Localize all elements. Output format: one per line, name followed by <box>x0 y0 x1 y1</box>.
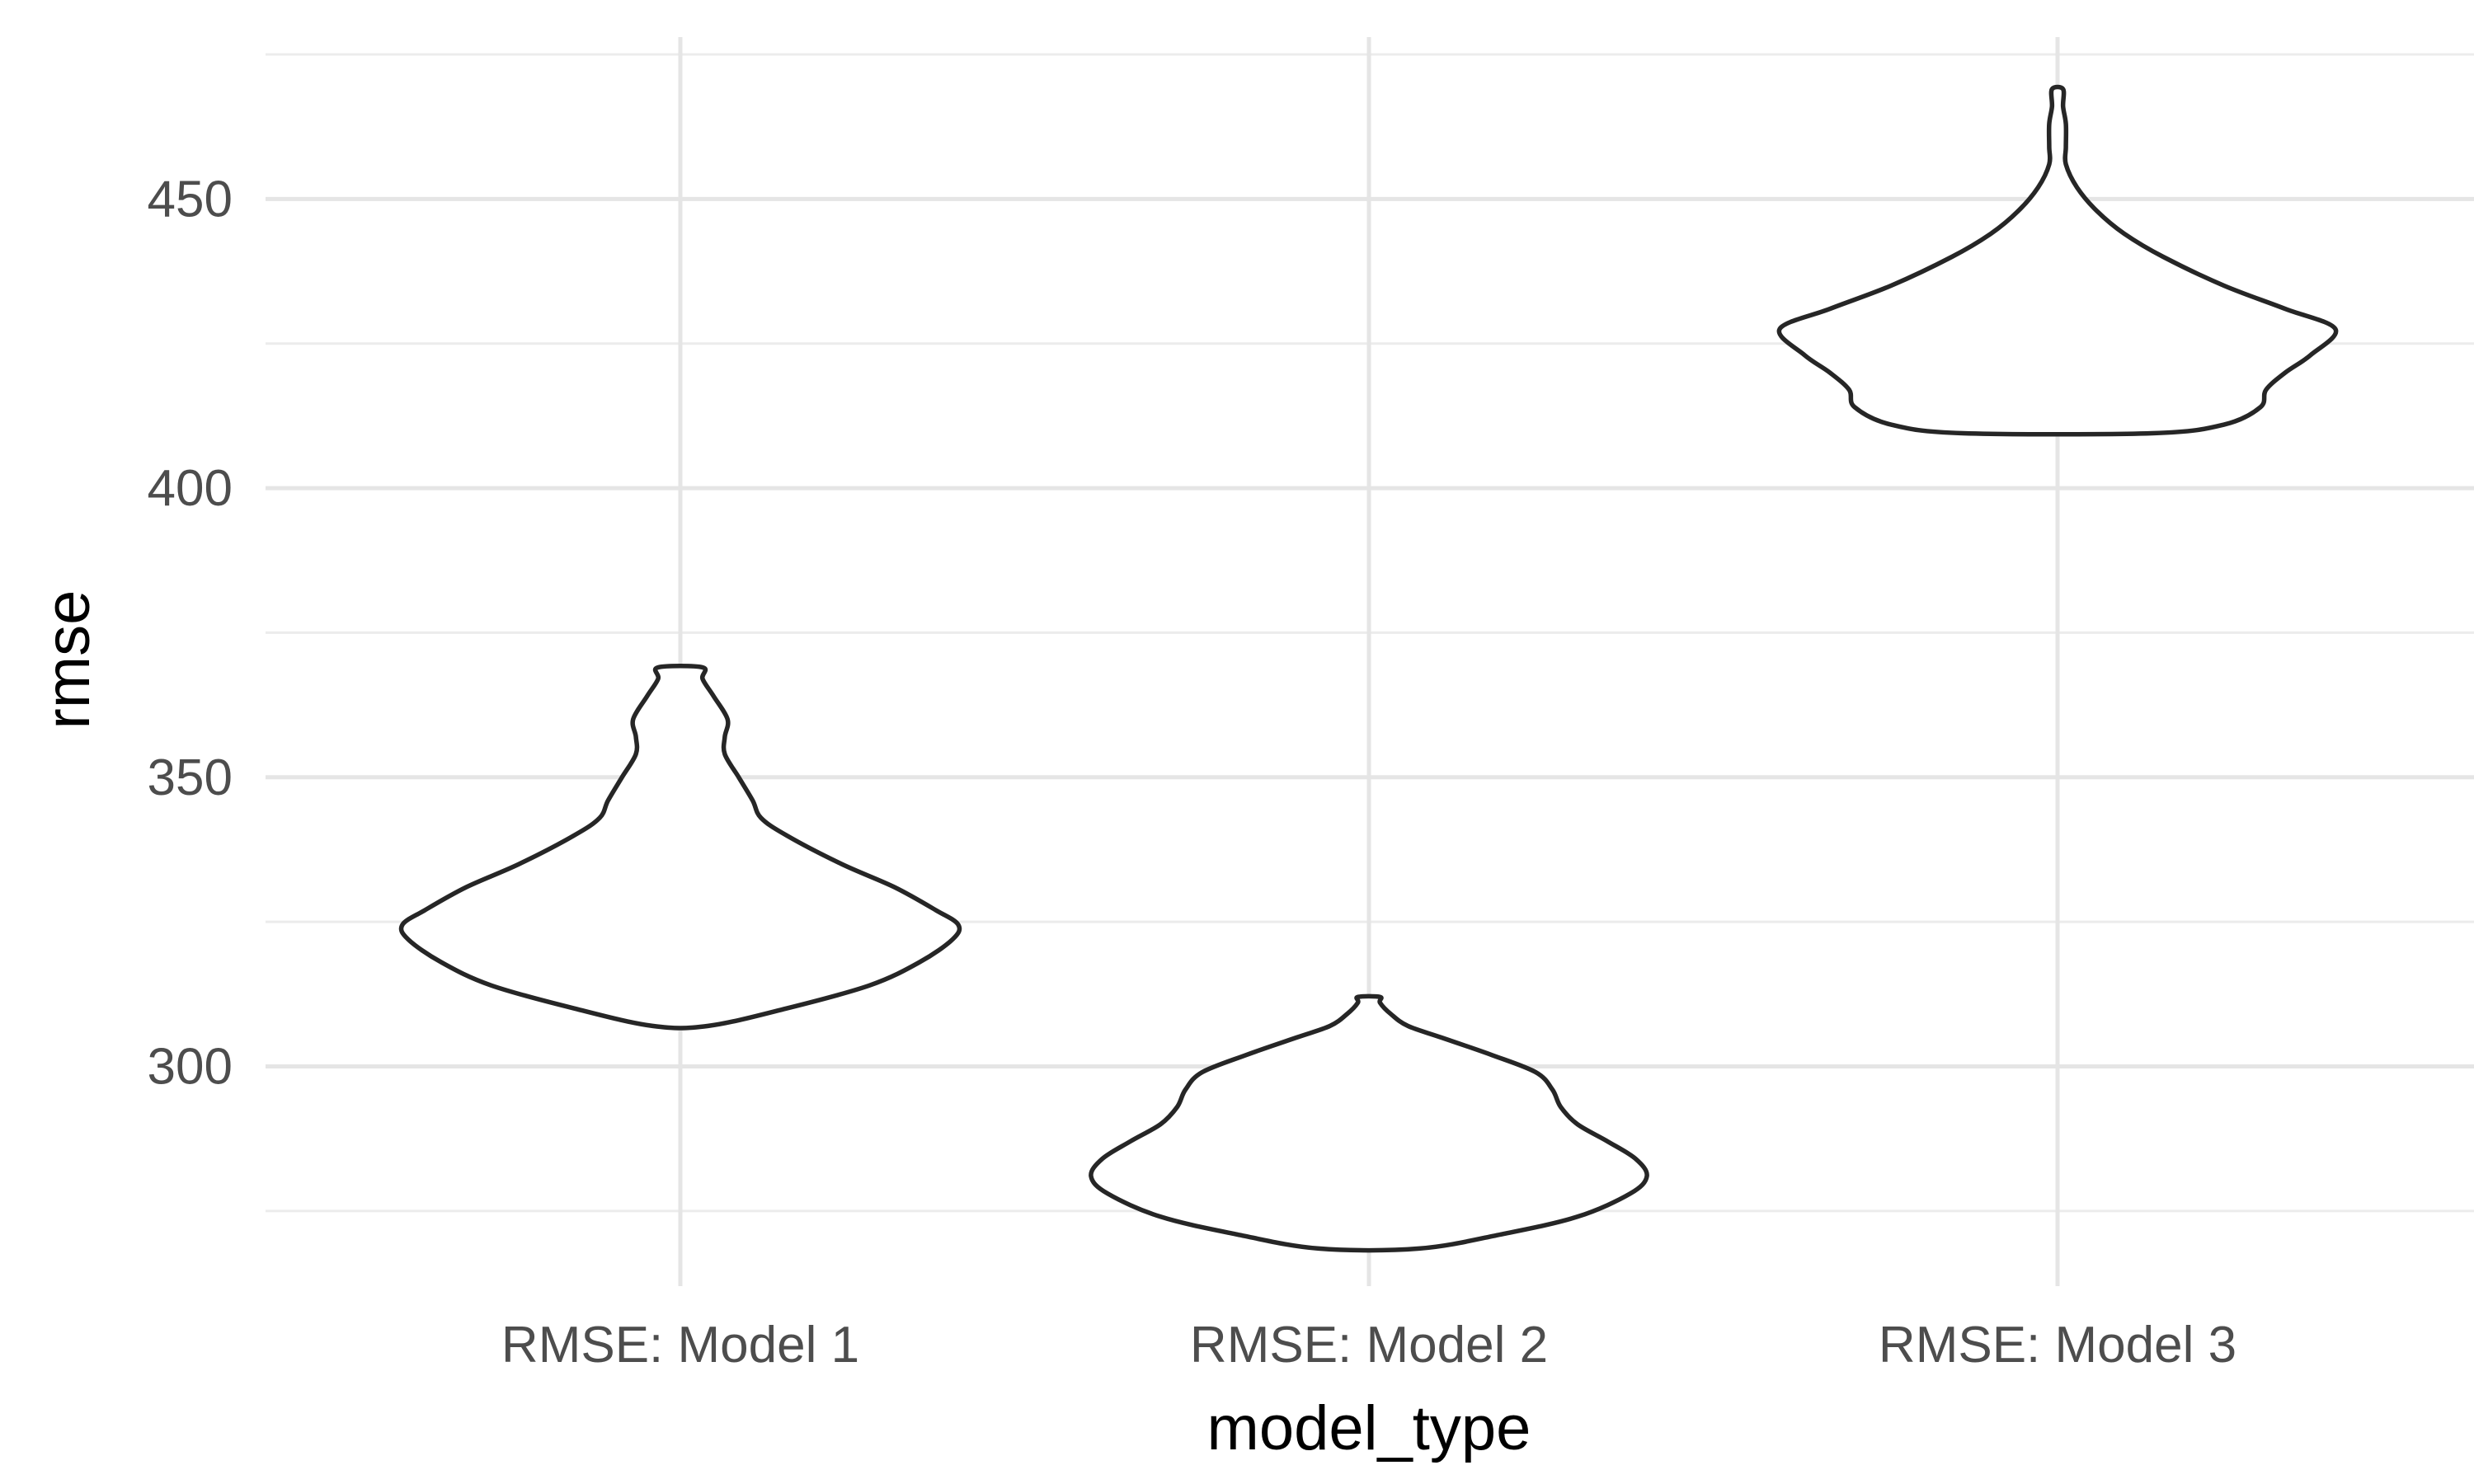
violins <box>398 84 2339 1253</box>
x-axis-title: model_type <box>1207 1393 1531 1463</box>
x-tick-label: RMSE: Model 3 <box>1879 1317 2236 1374</box>
x-tick-labels: RMSE: Model 1 RMSE: Model 2 RMSE: Model 3 <box>501 1317 2236 1374</box>
violin-3 <box>1776 84 2339 437</box>
y-axis-title: rmse <box>33 590 103 730</box>
x-tick-label: RMSE: Model 2 <box>1190 1317 1548 1374</box>
y-tick-label: 400 <box>148 460 233 517</box>
y-tick-label: 300 <box>148 1038 233 1095</box>
y-tick-label: 350 <box>148 749 233 806</box>
violin-2 <box>1089 993 1649 1253</box>
violin-1 <box>398 664 962 1031</box>
y-tick-labels: 300 350 400 450 <box>148 171 233 1095</box>
x-tick-label: RMSE: Model 1 <box>501 1317 859 1374</box>
y-tick-label: 450 <box>148 171 233 228</box>
